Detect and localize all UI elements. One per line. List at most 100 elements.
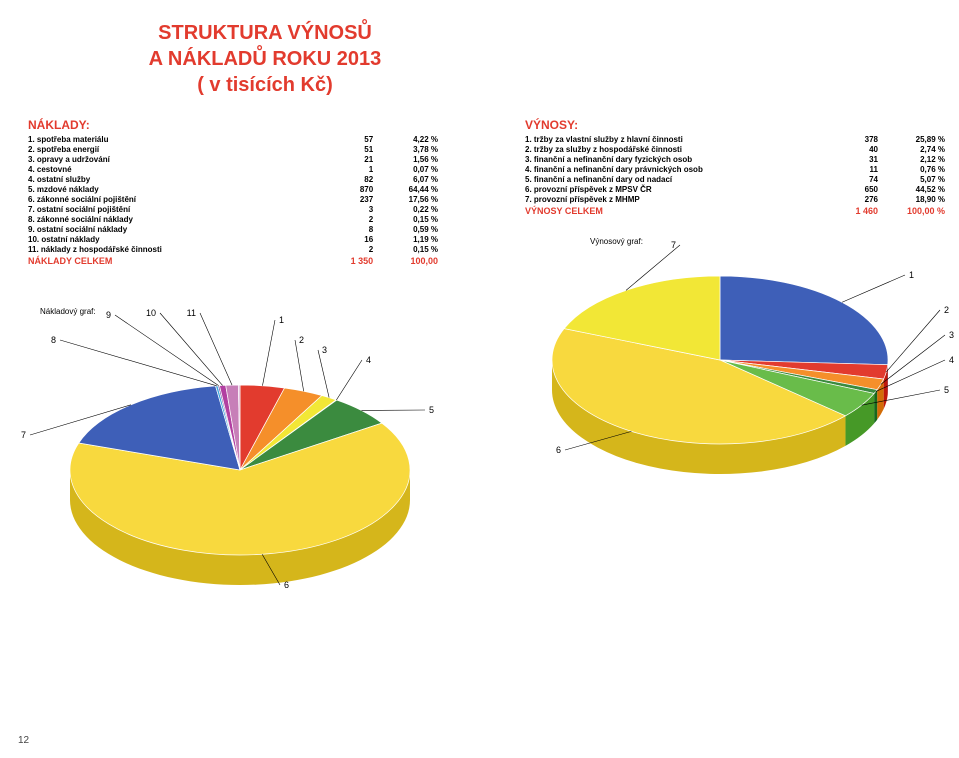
row-pct: 17,56 % [373, 194, 438, 204]
table-row: 4. ostatní služby826,07 % [28, 174, 438, 184]
table-row: 2. spotřeba energií513,78 % [28, 144, 438, 154]
table-row: 5. mzdové náklady87064,44 % [28, 184, 438, 194]
row-name: 8. zákonné sociální náklady [28, 214, 323, 224]
svg-text:2: 2 [299, 335, 304, 345]
svg-text:5: 5 [944, 385, 949, 395]
svg-text:6: 6 [284, 580, 289, 590]
row-value: 82 [323, 174, 373, 184]
row-value: 74 [838, 174, 878, 184]
row-name: 6. provozní příspěvek z MPSV ČR [525, 184, 838, 194]
total-pct: 100,00 % [878, 204, 945, 217]
total-value: 1 350 [323, 254, 373, 267]
costs-section: NÁKLADY: 1. spotřeba materiálu574,22 %2.… [28, 118, 438, 267]
row-value: 16 [323, 234, 373, 244]
revenues-heading: VÝNOSY: [525, 118, 945, 132]
svg-text:3: 3 [949, 330, 954, 340]
page-title: STRUKTURA VÝNOSŮ A NÁKLADŮ ROKU 2013 ( v… [110, 20, 420, 98]
total-row: VÝNOSY CELKEM1 460100,00 % [525, 204, 945, 217]
table-row: 7. ostatní sociální pojištění30,22 % [28, 204, 438, 214]
svg-text:5: 5 [429, 405, 434, 415]
row-pct: 64,44 % [373, 184, 438, 194]
svg-text:11: 11 [187, 308, 196, 318]
row-pct: 0,15 % [373, 214, 438, 224]
total-pct: 100,00 [373, 254, 438, 267]
row-pct: 1,19 % [373, 234, 438, 244]
revenues-section: VÝNOSY: 1. tržby za vlastní služby z hla… [525, 118, 945, 217]
row-pct: 25,89 % [878, 134, 945, 144]
svg-text:4: 4 [366, 355, 371, 365]
page-number: 12 [18, 735, 29, 746]
row-pct: 0,22 % [373, 204, 438, 214]
svg-text:10: 10 [146, 308, 156, 318]
title-line3: ( v tisících Kč) [197, 74, 333, 96]
row-value: 378 [838, 134, 878, 144]
row-pct: 0,59 % [373, 224, 438, 234]
table-row: 3. opravy a udržování211,56 % [28, 154, 438, 164]
svg-text:7: 7 [671, 240, 676, 250]
row-value: 57 [323, 134, 373, 144]
row-value: 11 [838, 164, 878, 174]
row-name: 9. ostatní sociální náklady [28, 224, 323, 234]
cost-pie-svg: 1234567891011 [0, 305, 480, 595]
revenue-pie-svg: 1234567 [500, 235, 955, 505]
row-pct: 0,07 % [373, 164, 438, 174]
row-name: 6. zákonné sociální pojištění [28, 194, 323, 204]
svg-text:6: 6 [556, 445, 561, 455]
row-name: 7. provozní příspěvek z MHMP [525, 194, 838, 204]
row-pct: 4,22 % [373, 134, 438, 144]
svg-text:1: 1 [909, 270, 914, 280]
row-pct: 2,12 % [878, 154, 945, 164]
revenues-table: 1. tržby za vlastní služby z hlavní činn… [525, 134, 945, 217]
row-name: 5. mzdové náklady [28, 184, 323, 194]
svg-text:4: 4 [949, 355, 954, 365]
svg-text:3: 3 [322, 345, 327, 355]
title-line1: STRUKTURA VÝNOSŮ [158, 22, 372, 44]
row-value: 870 [323, 184, 373, 194]
table-row: 1. tržby za vlastní služby z hlavní činn… [525, 134, 945, 144]
svg-text:9: 9 [106, 310, 111, 320]
row-name: 7. ostatní sociální pojištění [28, 204, 323, 214]
table-row: 10. ostatní náklady161,19 % [28, 234, 438, 244]
table-row: 6. provozní příspěvek z MPSV ČR65044,52 … [525, 184, 945, 194]
table-row: 11. náklady z hospodářské činnosti20,15 … [28, 244, 438, 254]
row-name: 2. spotřeba energií [28, 144, 323, 154]
row-name: 11. náklady z hospodářské činnosti [28, 244, 323, 254]
row-pct: 3,78 % [373, 144, 438, 154]
row-name: 4. finanční a nefinanční dary právnickýc… [525, 164, 838, 174]
total-label: NÁKLADY CELKEM [28, 254, 323, 267]
cost-pie-chart: Nákladový graf: 1234567891011 [0, 305, 480, 595]
row-value: 276 [838, 194, 878, 204]
row-value: 40 [838, 144, 878, 154]
row-name: 4. cestovné [28, 164, 323, 174]
revenue-chart-label: Výnosový graf: [590, 237, 643, 246]
revenue-pie-chart: Výnosový graf: 1234567 [500, 235, 955, 505]
row-name: 1. spotřeba materiálu [28, 134, 323, 144]
total-label: VÝNOSY CELKEM [525, 204, 838, 217]
row-value: 51 [323, 144, 373, 154]
row-value: 237 [323, 194, 373, 204]
row-pct: 5,07 % [878, 174, 945, 184]
svg-text:1: 1 [279, 315, 284, 325]
title-line2: A NÁKLADŮ ROKU 2013 [149, 48, 382, 70]
row-pct: 1,56 % [373, 154, 438, 164]
row-value: 8 [323, 224, 373, 234]
row-pct: 0,15 % [373, 244, 438, 254]
row-pct: 18,90 % [878, 194, 945, 204]
table-row: 8. zákonné sociální náklady20,15 % [28, 214, 438, 224]
costs-table: 1. spotřeba materiálu574,22 %2. spotřeba… [28, 134, 438, 267]
row-value: 31 [838, 154, 878, 164]
row-value: 650 [838, 184, 878, 194]
table-row: 4. finanční a nefinanční dary právnickýc… [525, 164, 945, 174]
svg-text:7: 7 [21, 430, 26, 440]
total-value: 1 460 [838, 204, 878, 217]
table-row: 3. finanční a nefinanční dary fyzických … [525, 154, 945, 164]
row-name: 3. finanční a nefinanční dary fyzických … [525, 154, 838, 164]
table-row: 6. zákonné sociální pojištění23717,56 % [28, 194, 438, 204]
row-name: 3. opravy a udržování [28, 154, 323, 164]
row-name: 2. tržby za služby z hospodářské činnost… [525, 144, 838, 154]
table-row: 1. spotřeba materiálu574,22 % [28, 134, 438, 144]
row-name: 10. ostatní náklady [28, 234, 323, 244]
row-pct: 0,76 % [878, 164, 945, 174]
table-row: 7. provozní příspěvek z MHMP27618,90 % [525, 194, 945, 204]
row-pct: 44,52 % [878, 184, 945, 194]
